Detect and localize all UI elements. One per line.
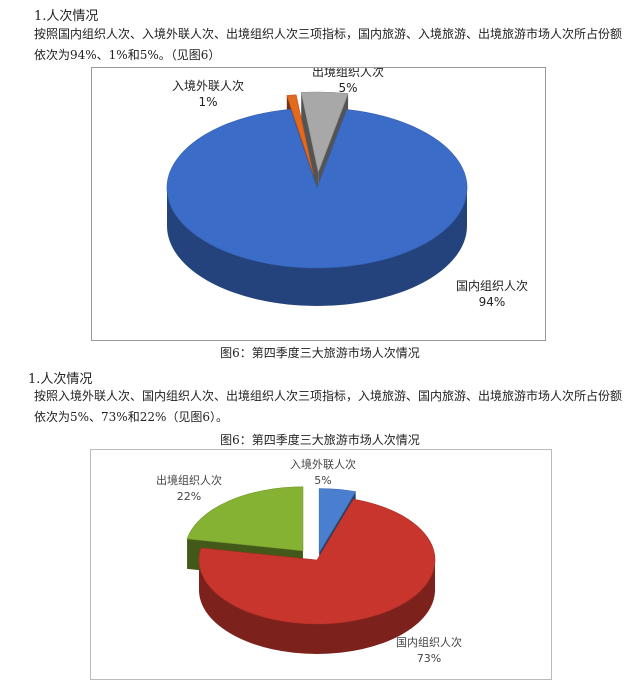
slice-value-inbound: 5% <box>314 474 331 487</box>
slice-label-inbound: 入境外联人次 <box>172 78 244 93</box>
chart1-svg: 国内组织人次 94% 入境外联人次 1% 出境组织人次 5% <box>166 68 528 309</box>
chart1-frame: 国内组织人次 94% 入境外联人次 1% 出境组织人次 5% <box>91 67 546 341</box>
chart2-caption: 图6：第四季度三大旅游市场人次情况 <box>220 433 420 447</box>
slice-label-inbound: 入境外联人次 <box>290 457 356 471</box>
section2-heading: 1.人次情况 <box>28 372 93 387</box>
pie-slice-入境外联人次 <box>286 94 314 175</box>
slice-label-domestic: 国内组织人次 <box>456 279 528 293</box>
pie-slice-国内组织人次 <box>198 498 436 625</box>
pie-slice-出境组织人次 <box>186 486 304 552</box>
section1-paragraph: 按照国内组织人次、入境外联人次、出境组织人次三项指标，国内旅游、入境旅游、出境旅… <box>34 27 623 62</box>
chart2-svg: 入境外联人次 5% 国内组织人次 73% 出境组织人次 22% <box>156 457 462 665</box>
chart2-frame: 入境外联人次 5% 国内组织人次 73% 出境组织人次 22% <box>90 449 552 680</box>
section1-heading: 1.人次情况 <box>34 9 99 24</box>
slice-side-1 <box>199 560 435 654</box>
slice-value-domestic: 94% <box>479 295 506 309</box>
slice-label-domestic: 国内组织人次 <box>396 635 462 649</box>
pie-slice-出境组织人次 <box>300 91 349 174</box>
pie-slice-入境外联人次 <box>318 488 357 554</box>
slice-value-inbound: 1% <box>198 95 217 109</box>
section2-paragraph: 按照入境外联人次、国内组织人次、出境组织人次三项指标，入境旅游、国内旅游、出境旅… <box>34 389 623 424</box>
slice-value-outbound: 22% <box>177 490 201 503</box>
slice-value-outbound: 5% <box>338 81 357 95</box>
slice-label-outbound: 出境组织人次 <box>312 68 384 79</box>
slice-side-0 <box>167 188 467 306</box>
chart1-caption: 图6：第四季度三大旅游市场人次情况 <box>220 346 420 360</box>
slice-value-domestic: 73% <box>417 652 441 665</box>
slice-label-outbound: 出境组织人次 <box>156 473 222 487</box>
pie-slice-国内组织人次 <box>166 108 468 269</box>
